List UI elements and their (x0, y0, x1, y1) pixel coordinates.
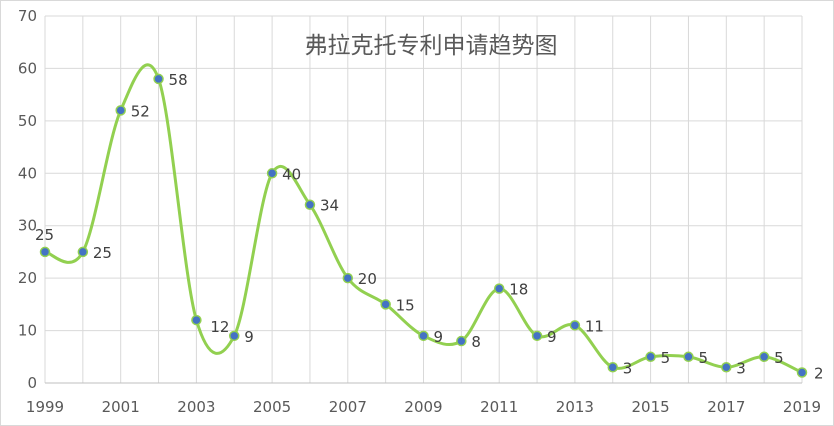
x-tick-label: 2017 (707, 398, 745, 416)
x-tick-label: 2019 (783, 398, 821, 416)
data-label: 20 (358, 270, 377, 288)
x-tick-label: 2001 (102, 398, 140, 416)
chart-title: 弗拉克托专利申请趋势图 (305, 33, 558, 59)
data-label: 3 (623, 359, 633, 377)
data-points (39, 73, 808, 378)
data-label: 11 (585, 317, 604, 335)
data-label: 8 (471, 333, 481, 351)
data-label: 12 (210, 318, 229, 336)
data-point (229, 330, 240, 342)
data-point (493, 283, 505, 294)
data-point (191, 314, 202, 326)
data-label: 5 (661, 349, 671, 367)
data-point (645, 351, 656, 363)
data-point (266, 168, 278, 179)
data-point (115, 105, 126, 116)
data-point (531, 330, 543, 342)
data-point (342, 272, 354, 284)
data-point (456, 335, 467, 347)
data-point (153, 73, 164, 85)
data-label: 34 (320, 197, 339, 215)
data-label: 25 (93, 244, 112, 262)
data-label: 2 (814, 365, 824, 383)
data-label: 25 (35, 226, 54, 244)
data-label: 58 (169, 71, 188, 89)
data-label: 40 (282, 165, 301, 183)
data-point (418, 330, 429, 342)
grid (44, 15, 803, 384)
data-label: 18 (509, 281, 528, 299)
data-point (569, 320, 581, 331)
data-label: 3 (736, 359, 746, 377)
y-tick-label: 0 (27, 374, 37, 392)
data-point (796, 367, 808, 378)
x-tick-label: 2009 (404, 398, 442, 416)
data-label: 9 (434, 328, 444, 346)
tick-labels: 0 10 20 30 40 50 60 70 1999 2001 2003 2005 2007 2009 2… (18, 7, 821, 416)
data-point (304, 199, 316, 210)
x-tick-label: 1999 (26, 398, 64, 416)
y-tick-label: 60 (18, 59, 37, 77)
data-label: 15 (396, 296, 415, 314)
data-label: 5 (698, 349, 708, 367)
data-point (758, 351, 770, 363)
data-point (380, 299, 391, 310)
data-point (607, 362, 618, 373)
data-label: 9 (547, 328, 557, 346)
data-point (721, 362, 732, 373)
x-tick-label: 2005 (253, 398, 291, 416)
y-tick-label: 20 (18, 269, 37, 287)
data-point (683, 351, 694, 363)
x-tick-label: 2007 (329, 398, 367, 416)
data-label: 5 (774, 349, 784, 367)
y-tick-label: 50 (18, 112, 37, 130)
data-label: 52 (131, 102, 150, 120)
y-tick-label: 30 (18, 217, 37, 235)
y-tick-label: 10 (18, 322, 37, 340)
data-point (39, 246, 51, 258)
y-tick-label: 70 (18, 7, 37, 25)
data-label: 9 (244, 328, 254, 346)
x-tick-label: 2003 (177, 398, 215, 416)
x-tick-label: 2011 (480, 398, 518, 416)
x-tick-label: 2013 (556, 398, 594, 416)
x-tick-label: 2015 (632, 398, 670, 416)
data-point (77, 246, 89, 258)
y-tick-label: 40 (18, 164, 37, 182)
